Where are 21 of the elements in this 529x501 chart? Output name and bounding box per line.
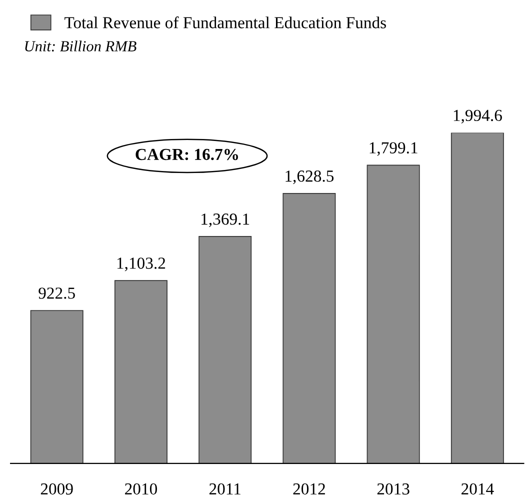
x-tick-label: 2010 xyxy=(125,483,157,495)
data-label: 1,799.1 xyxy=(370,142,418,156)
x-tick-label: 2014 xyxy=(462,483,494,495)
x-tick-label: 2011 xyxy=(209,483,240,495)
x-tick-label: 2012 xyxy=(293,483,325,495)
data-label: 1,628.5 xyxy=(286,170,334,184)
legend-label: Total Revenue of Fundamental Education Funds xyxy=(64,16,386,28)
data-label: 1,103.2 xyxy=(117,258,166,272)
bar xyxy=(198,236,252,464)
bar xyxy=(450,132,504,464)
x-tick-label: 2009 xyxy=(40,483,73,495)
data-label: 1,369.1 xyxy=(202,214,250,228)
text: Unit: Billion RMB xyxy=(25,40,136,52)
bar xyxy=(282,193,336,464)
bar xyxy=(30,310,84,464)
bar xyxy=(366,164,420,464)
annotation: CAGR: 16.7% xyxy=(136,148,238,160)
bar xyxy=(114,280,168,464)
data-label: 1,994.6 xyxy=(454,110,502,124)
x-tick-label: 2013 xyxy=(377,483,410,495)
data-label: 922.5 xyxy=(38,288,75,299)
